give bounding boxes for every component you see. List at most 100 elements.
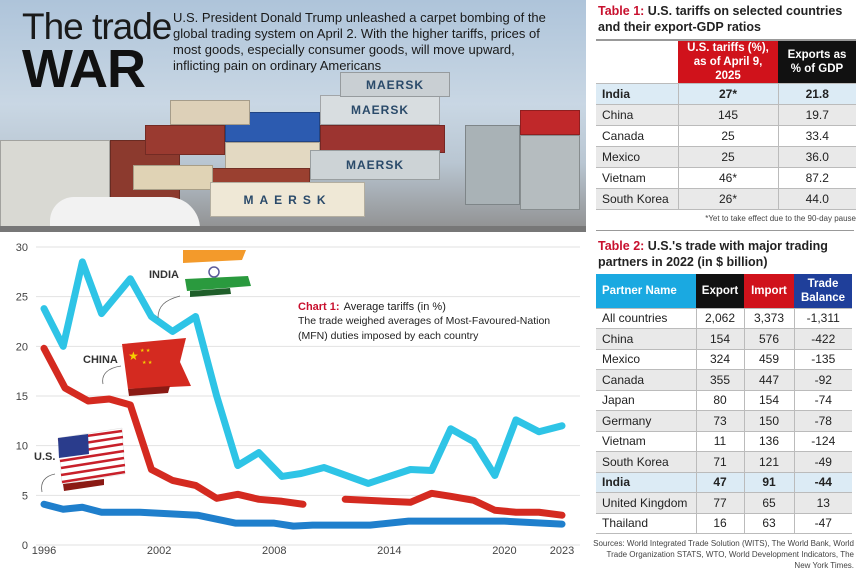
data-point xyxy=(473,499,475,501)
data-point xyxy=(409,469,411,471)
table-cell: 19.7 xyxy=(778,104,856,126)
data-point xyxy=(409,501,411,503)
x-tick-label: 2023 xyxy=(550,545,574,557)
y-tick-label: 0 xyxy=(22,540,28,552)
data-point xyxy=(237,465,239,467)
container xyxy=(520,110,580,135)
table-row: United Kingdom 77 65 13 xyxy=(596,492,852,514)
chart-subtitle: The trade weighed averages of Most-Favou… xyxy=(298,315,551,342)
data-point xyxy=(312,524,314,526)
table-cell: United Kingdom xyxy=(596,492,697,514)
column-header: Partner Name xyxy=(596,274,696,309)
data-point xyxy=(281,500,283,502)
data-point xyxy=(281,475,283,477)
table-cell: Vietnam xyxy=(596,431,697,452)
maersk-logo: MAERSK xyxy=(365,77,424,92)
column-header: U.S. tariffs (%), as of April 9, 2025 xyxy=(678,40,778,84)
table-cell: 63 xyxy=(744,513,795,534)
column-header: Trade Balance xyxy=(794,274,852,309)
table-row: Vietnam 11 136 -124 xyxy=(596,431,852,452)
svg-text:★ ★: ★ ★ xyxy=(142,360,153,366)
svg-text:★ ★: ★ ★ xyxy=(140,348,151,354)
data-point xyxy=(561,425,563,427)
table-cell: South Korea xyxy=(596,188,679,210)
data-point xyxy=(108,398,110,400)
data-point xyxy=(237,493,239,495)
data-point xyxy=(101,313,103,315)
table-cell: 324 xyxy=(696,349,745,370)
table-row: Canada 355 447 -92 xyxy=(596,369,852,391)
data-point xyxy=(503,520,505,522)
table-cell: -47 xyxy=(794,513,852,534)
column-header: Export xyxy=(696,274,744,309)
y-tick-label: 10 xyxy=(16,441,28,453)
table-cell: 11 xyxy=(696,431,745,452)
maersk-logo: MAERSK xyxy=(243,192,332,207)
table-cell: 44.0 xyxy=(778,188,856,210)
table-cell: Mexico xyxy=(596,146,679,168)
maersk-container: MAERSK xyxy=(320,95,440,125)
maersk-truck-container: MAERSK xyxy=(210,182,365,217)
data-point xyxy=(323,467,325,469)
table-cell: 154 xyxy=(744,390,795,411)
table-row: Vietnam 46* 87.2 xyxy=(596,167,856,189)
table2-title: Table 2: U.S.'s trade with major trading… xyxy=(598,239,828,269)
table-row: Mexico 324 459 -135 xyxy=(596,349,852,370)
maersk-logo: MAERSK xyxy=(350,103,409,117)
table-cell: 27* xyxy=(678,83,779,105)
table-cell: 154 xyxy=(696,328,745,350)
table-cell: 77 xyxy=(696,492,745,514)
table-cell: All countries xyxy=(596,308,697,329)
container xyxy=(465,125,520,205)
data-point xyxy=(300,472,302,474)
data-point xyxy=(561,523,563,525)
table-cell: 136 xyxy=(744,431,795,452)
y-tick-label: 5 xyxy=(22,490,28,502)
table-cell: 25 xyxy=(678,125,779,147)
table-cell: 121 xyxy=(744,451,795,473)
data-point xyxy=(172,330,174,332)
data-point xyxy=(302,503,304,505)
table-cell: India xyxy=(596,83,679,105)
india-label: INDIA xyxy=(149,269,179,281)
table-cell: -1,311 xyxy=(794,308,852,329)
table-cell: 80 xyxy=(696,390,745,411)
data-point xyxy=(450,428,452,430)
series-line-us xyxy=(40,500,566,530)
data-point xyxy=(515,511,517,513)
table-cell: -92 xyxy=(794,369,852,391)
data-point xyxy=(473,441,475,443)
data-point xyxy=(81,506,83,508)
container xyxy=(520,135,580,210)
table-cell: Vietnam xyxy=(596,167,679,189)
table-cell: -135 xyxy=(794,349,852,370)
maersk-logo: MAERSK xyxy=(345,158,404,172)
chart-title: Chart 1: Average tariffs (in %) xyxy=(298,301,446,313)
table-cell: -74 xyxy=(794,390,852,411)
table-cell: 145 xyxy=(678,104,779,126)
table-cell: 36.0 xyxy=(778,146,856,168)
table-cell: Thailand xyxy=(596,513,697,534)
container xyxy=(145,125,225,155)
data-point xyxy=(344,498,346,500)
data-point xyxy=(81,261,83,263)
data-point xyxy=(87,400,89,402)
table-row: Canada 25 33.4 xyxy=(596,125,856,147)
table-cell: Canada xyxy=(596,125,679,147)
x-tick-label: 2002 xyxy=(147,545,171,557)
china-flag-icon: ★ ★ ★ ★ ★ xyxy=(122,338,191,396)
table-cell: 47 xyxy=(696,472,745,493)
container xyxy=(133,165,213,190)
data-point xyxy=(43,308,45,310)
y-tick-label: 30 xyxy=(16,242,28,254)
lede-text: U.S. President Donald Trump unleashed a … xyxy=(173,10,546,73)
data-point xyxy=(216,497,218,499)
table-cell: 13 xyxy=(794,492,852,514)
table-cell: 73 xyxy=(696,410,745,432)
tariff-table: U.S. tariffs (%), as of April 9, 2025 Exp… xyxy=(596,39,856,210)
x-tick-label: 2014 xyxy=(377,545,401,557)
table-cell: 3,373 xyxy=(744,308,795,329)
tariff-line-chart: 0 5 10 15 20 25 30 1996 2002 2008 2014 2020 2023 IND… xyxy=(16,242,580,557)
us-flag-icon xyxy=(57,427,126,491)
data-point xyxy=(62,345,64,347)
